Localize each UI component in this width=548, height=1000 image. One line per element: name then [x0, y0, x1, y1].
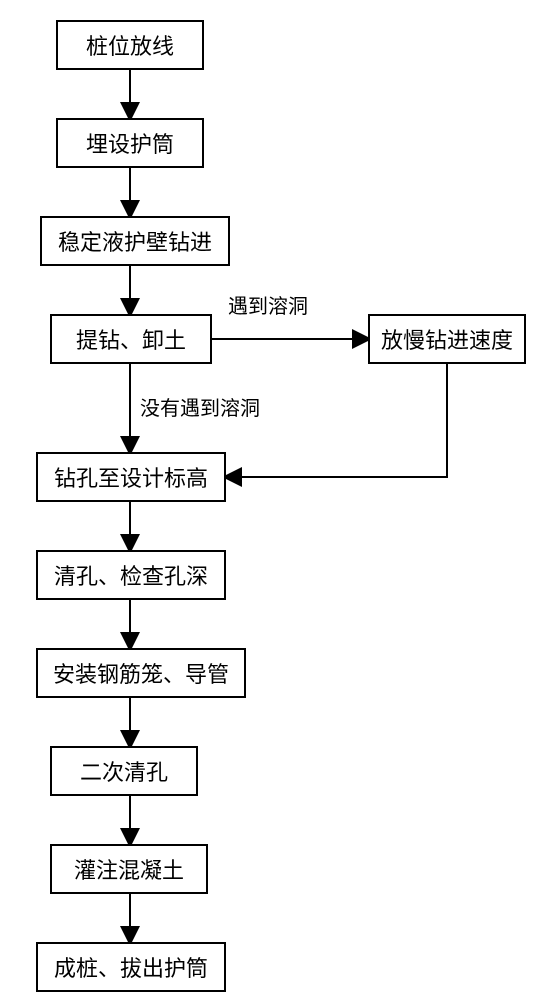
flowchart-node-n8: 安装钢筋笼、导管 [36, 648, 246, 698]
flowchart-node-n11: 成桩、拔出护筒 [36, 942, 226, 992]
flowchart-node-n7: 清孔、检查孔深 [36, 550, 226, 600]
edge-label-l2: 没有遇到溶洞 [140, 392, 260, 421]
flowchart-node-n9: 二次清孔 [50, 746, 198, 796]
flowchart-node-n3: 稳定液护壁钻进 [40, 216, 230, 266]
edge-label-l1: 遇到溶洞 [228, 290, 308, 319]
flowchart-node-n2: 埋设护筒 [56, 118, 204, 168]
flowchart-node-n1: 桩位放线 [56, 20, 204, 70]
flowchart-node-n6: 钻孔至设计标高 [36, 452, 226, 502]
flowchart-node-n10: 灌注混凝土 [50, 844, 208, 894]
flowchart-node-n4: 提钻、卸土 [50, 314, 212, 364]
flowchart-node-n5: 放慢钻进速度 [368, 314, 526, 364]
